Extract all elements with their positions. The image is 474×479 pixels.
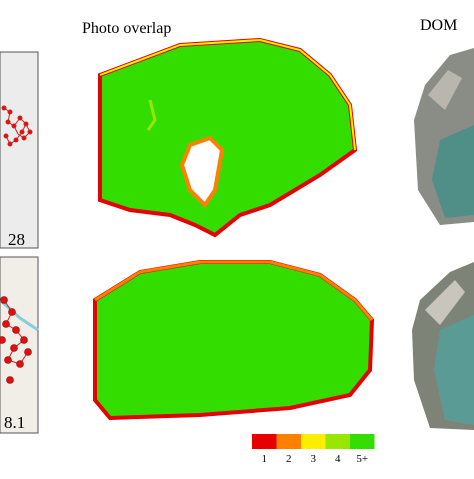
legend-label: 5+ xyxy=(356,453,368,465)
left-top-value: 28 xyxy=(8,230,25,249)
right-title: DOM xyxy=(420,17,457,34)
legend-label: 1 xyxy=(262,453,268,465)
left-bottom-panel xyxy=(0,256,39,434)
overlap-map-top xyxy=(98,37,358,238)
legend: 1 2 3 4 5+ xyxy=(252,434,375,465)
dom-image-bottom xyxy=(412,262,474,430)
overlap-map-bottom xyxy=(93,260,375,421)
legend-swatch xyxy=(325,434,350,449)
dom-image-top xyxy=(414,48,474,225)
legend-swatch xyxy=(252,434,277,449)
legend-swatch xyxy=(301,434,326,449)
left-top-panel xyxy=(0,51,39,249)
legend-swatch xyxy=(276,434,301,449)
legend-label: 2 xyxy=(286,453,292,465)
flight-network-top xyxy=(1,105,33,147)
middle-title: Photo overlap xyxy=(82,20,171,37)
legend-label: 3 xyxy=(311,453,317,465)
flight-network-bottom xyxy=(0,296,39,384)
legend-label: 4 xyxy=(335,453,341,465)
left-bottom-value: 8.1 xyxy=(4,413,25,432)
legend-swatch xyxy=(350,434,375,449)
